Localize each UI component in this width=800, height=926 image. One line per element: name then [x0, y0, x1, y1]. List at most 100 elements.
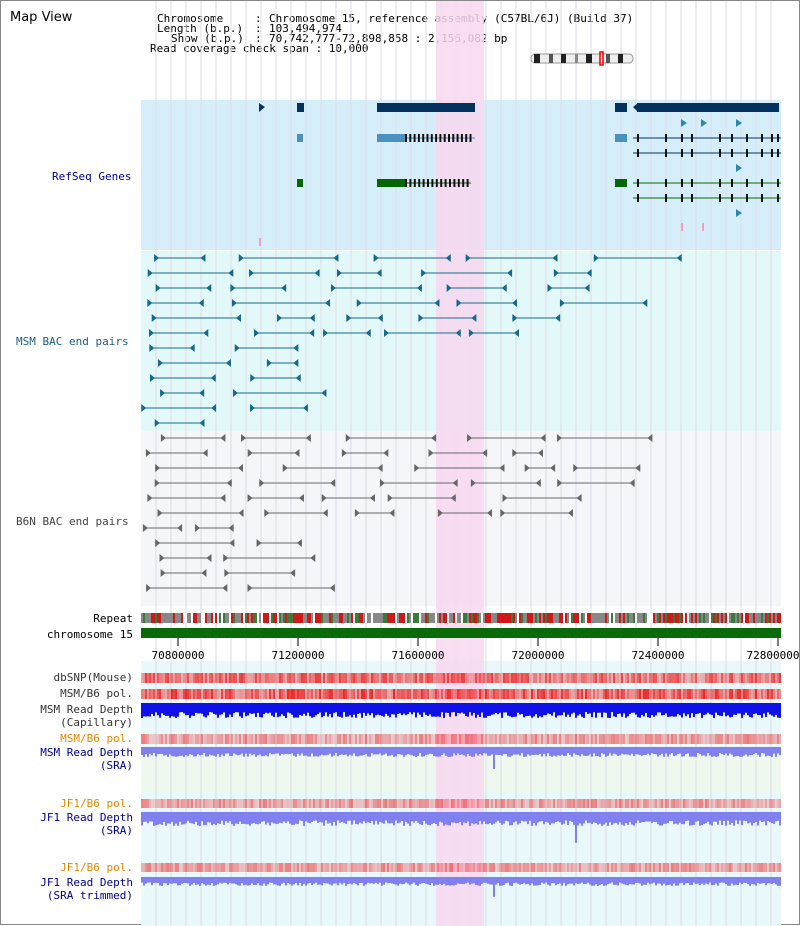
dbsnp-cell: [513, 673, 515, 683]
jf1-pol-cell: [347, 799, 349, 808]
jf1-pol2-cell: [141, 863, 143, 872]
jf1-pol-cell: [445, 799, 447, 808]
msm-bac-pair-end: [149, 329, 155, 337]
track-label-b6n-bac[interactable]: B6N BAC end pairs: [16, 515, 129, 528]
jf1-pol2-cell: [553, 863, 555, 872]
msm-pol-cell: [675, 689, 677, 699]
jf1-sra-depth: [163, 812, 165, 823]
msm-sra-depth: [339, 747, 341, 755]
msm-pol-cell: [495, 689, 497, 699]
msm-cap-depth: [467, 703, 469, 717]
jf1-pol2-cell: [199, 863, 201, 872]
repeat-element: [383, 613, 385, 623]
jf1-sra-depth: [407, 812, 409, 824]
msm-cap-depth: [149, 703, 151, 717]
dbsnp-cell: [201, 673, 203, 683]
msm-pol-cell: [693, 689, 695, 699]
msm-pol-cell: [619, 689, 621, 699]
jf1-trim-depth: [363, 877, 365, 886]
jf1-sra-depth: [773, 812, 775, 824]
msm-pol2-cell: [631, 734, 633, 744]
jf1-sra-depth: [281, 812, 283, 824]
msm-pol-cell: [613, 689, 615, 699]
b6n-bac-pair-end: [573, 464, 579, 472]
dbsnp-cell: [199, 673, 201, 683]
jf1-pol-cell: [697, 799, 699, 808]
msm-cap-depth: [505, 703, 507, 713]
repeat-element: [243, 613, 245, 623]
jf1-pol-cell: [677, 799, 679, 808]
dbsnp-cell: [297, 673, 299, 683]
jf1-sra-depth: [253, 812, 255, 824]
msm-cap-depth: [685, 703, 687, 717]
repeat-element: [679, 613, 681, 623]
dbsnp-cell: [729, 673, 731, 683]
msm-bac-pair-end: [421, 269, 427, 277]
jf1-pol2-cell: [277, 863, 279, 872]
dbsnp-cell: [651, 673, 653, 683]
gene-exon: [409, 134, 412, 142]
repeat-element: [481, 613, 483, 623]
msm-sra-depth: [475, 747, 477, 754]
repeat-element: [557, 613, 559, 623]
msm-bac-pair-end: [293, 359, 299, 367]
msm-bac-pair-end: [249, 269, 255, 277]
jf1-sra-depth: [349, 812, 351, 821]
repeat-element: [587, 613, 589, 623]
msm-pol2-cell: [227, 734, 229, 744]
msm-sra-depth: [149, 747, 151, 754]
b6n-bac-pair-end: [540, 434, 546, 442]
track-label-refseq[interactable]: RefSeq Genes: [52, 170, 132, 183]
b6n-bac-pair-end: [146, 584, 152, 592]
msm-pol-cell: [479, 689, 481, 699]
repeat-element: [353, 613, 355, 623]
track-label-jf1-depth-trim: JF1 Read Depth: [40, 876, 133, 889]
jf1-pol2-cell: [559, 863, 561, 872]
msm-cap-depth: [565, 703, 567, 717]
dbsnp-cell: [623, 673, 625, 683]
jf1-pol2-cell: [573, 863, 575, 872]
jf1-trim-depth: [271, 877, 273, 883]
dbsnp-cell: [339, 673, 341, 683]
dbsnp-cell: [325, 673, 327, 683]
repeat-element: [181, 613, 183, 623]
coverage-span: Read coverage check span : 10,000: [150, 42, 369, 55]
dbsnp-cell: [169, 673, 171, 683]
b6n-bac-pair-end: [467, 434, 473, 442]
jf1-sra-depth: [667, 812, 669, 824]
dbsnp-cell: [743, 673, 745, 683]
repeat-element: [513, 613, 515, 623]
dbsnp-cell: [571, 673, 573, 683]
repeat-element: [435, 613, 437, 623]
msm-pol2-cell: [305, 734, 307, 744]
jf1-sra-depth: [713, 812, 715, 822]
b6n-bac-pair-end: [241, 434, 247, 442]
msm-sra-depth: [243, 747, 245, 757]
msm-pol-cell: [295, 689, 297, 699]
gene-block: [615, 103, 627, 112]
dbsnp-cell: [173, 673, 175, 683]
repeat-element: [463, 613, 465, 623]
dbsnp-cell: [635, 673, 637, 683]
msm-pol2-cell: [359, 734, 361, 744]
msm-sra-depth: [771, 747, 773, 757]
jf1-trim-depth: [539, 877, 541, 885]
gene-exon: [681, 134, 683, 142]
msm-pol2-cell: [757, 734, 759, 744]
jf1-trim-depth: [695, 877, 697, 885]
msm-pol2-cell: [603, 734, 605, 744]
repeat-element: [397, 613, 399, 623]
track-label-msm-bac[interactable]: MSM BAC end pairs: [16, 335, 129, 348]
msm-sra-depth: [383, 747, 385, 755]
jf1-pol2-cell: [357, 863, 359, 872]
msm-pol-cell: [319, 689, 321, 699]
msm-pol2-cell: [651, 734, 653, 744]
jf1-trim-depth: [419, 877, 421, 884]
jf1-sra-depth: [235, 812, 237, 824]
msm-pol2-cell: [171, 734, 173, 744]
msm-bac-pair-end: [512, 299, 518, 307]
jf1-pol2-cell: [381, 863, 383, 872]
repeat-element: [387, 613, 389, 623]
jf1-pol-cell: [165, 799, 167, 808]
